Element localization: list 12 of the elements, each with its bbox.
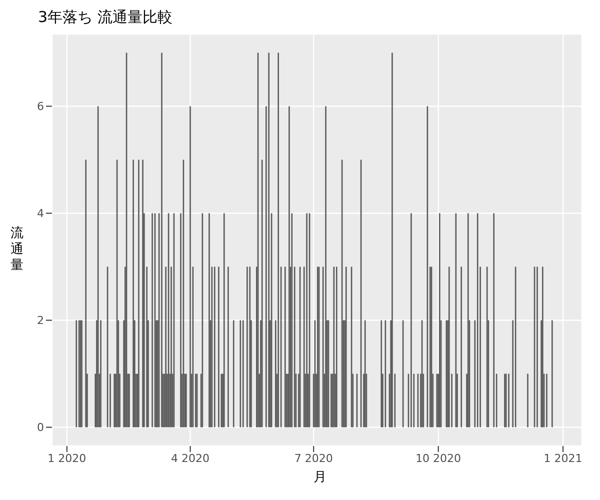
x-tick-label: 1 2020 (48, 452, 86, 465)
y-tick-label: 6 (37, 100, 44, 114)
x-tick-label: 4 2020 (171, 452, 210, 465)
x-tick-label: 7 2020 (294, 452, 333, 465)
y-tick-label: 4 (37, 207, 44, 220)
y-tick-label: 2 (37, 314, 44, 328)
x-tick-label: 1 2021 (544, 452, 582, 465)
chart-title: 3年落ち 流通量比較 (37, 8, 174, 28)
x-tick-label: 10 2020 (416, 452, 462, 465)
y-axis-title: 流通量 (10, 226, 24, 274)
y-tick-label: 0 (37, 421, 44, 434)
x-axis-title: 月 (312, 469, 328, 486)
